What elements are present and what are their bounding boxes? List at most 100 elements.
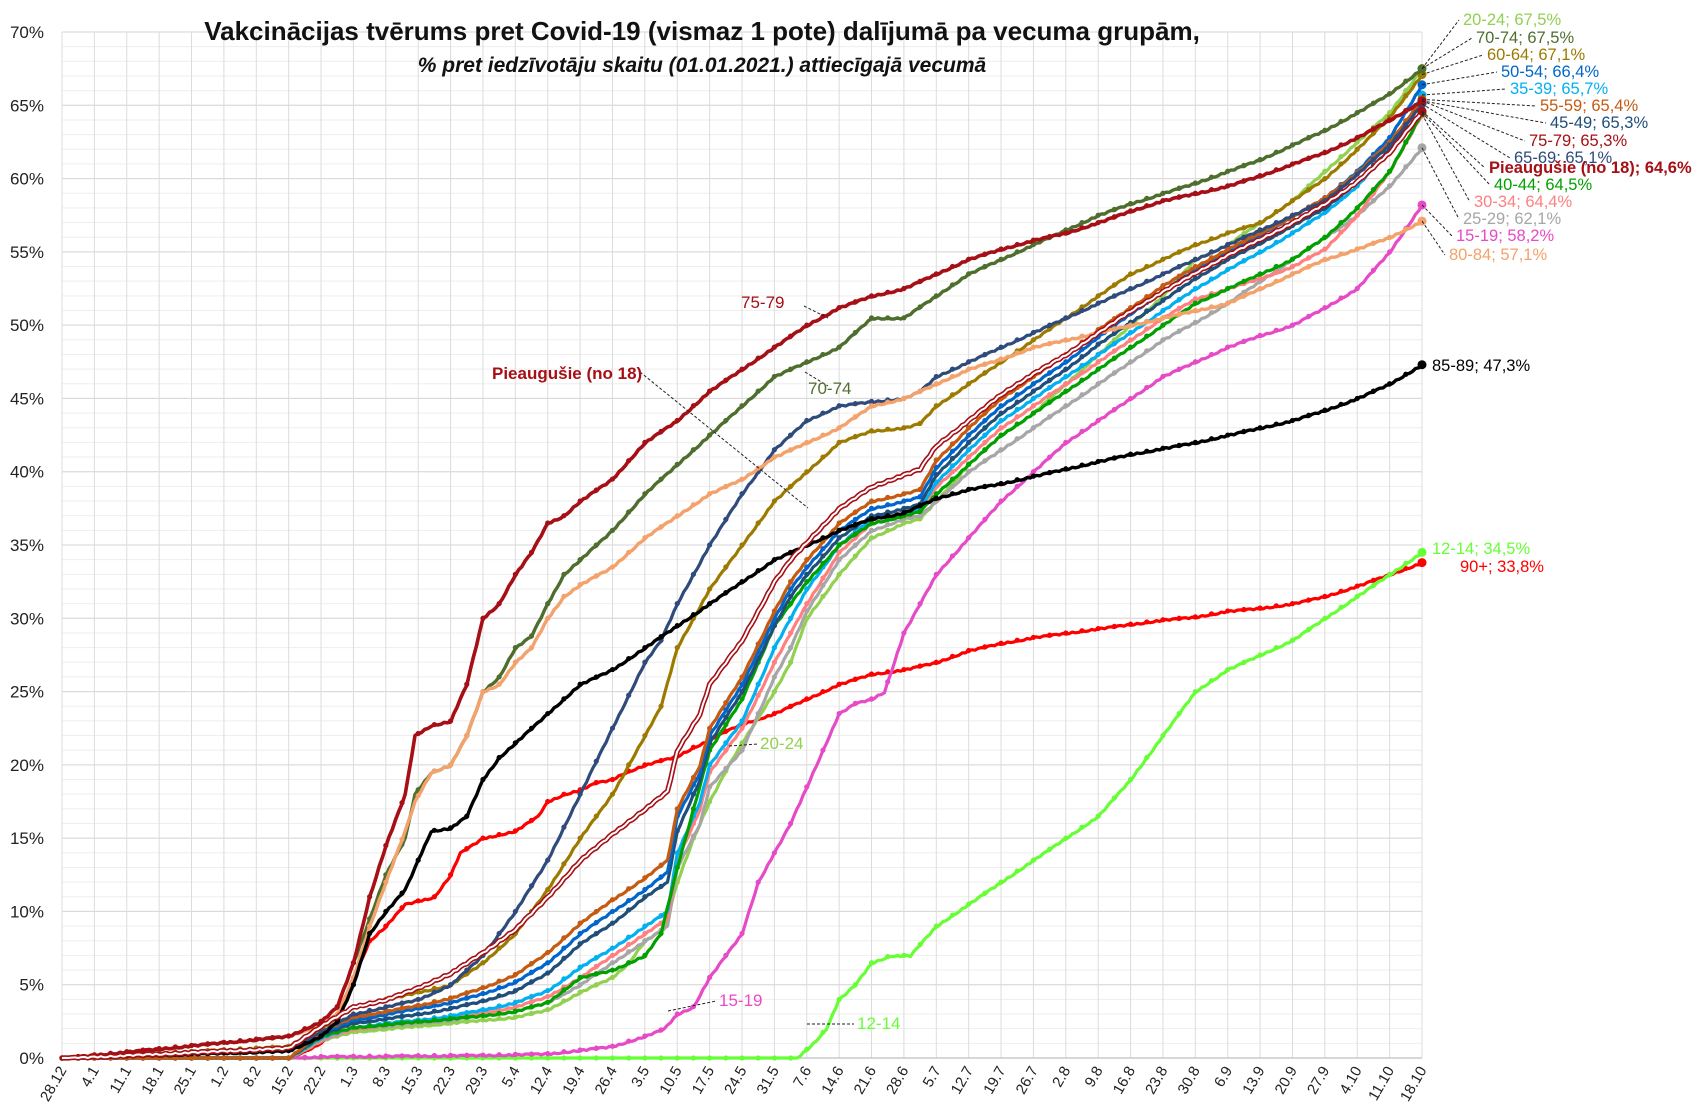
- series-point-65-69: [690, 571, 697, 577]
- series-point-15-19: [901, 630, 907, 636]
- series-point-45-49: [901, 505, 907, 511]
- leader-line-75-79: [1421, 100, 1526, 142]
- series-point-70-74: [982, 263, 988, 270]
- series-point-40-44: [1354, 205, 1360, 211]
- series-point-40-44: [1322, 234, 1328, 240]
- series-point-85-89: [1047, 469, 1053, 476]
- series-point-30-34: [982, 439, 988, 445]
- series-point-25-29: [577, 982, 583, 988]
- y-tick-label: 0%: [19, 1049, 44, 1068]
- series-point-70-74: [739, 403, 745, 409]
- series-point-20-24: [787, 659, 794, 665]
- leader-line-pieaugu-ie-no-18: [1421, 110, 1486, 169]
- series-point-90: [528, 817, 535, 823]
- series-point-60-64: [966, 381, 972, 387]
- series-point-55-59: [868, 498, 875, 504]
- series-point-50-54: [1387, 134, 1393, 141]
- series-point-90: [1322, 593, 1328, 599]
- series-point-75-79: [609, 476, 616, 482]
- series-point-90: [1111, 623, 1117, 629]
- series-point-55-59: [415, 1002, 421, 1008]
- series-point-40-44: [1111, 355, 1117, 361]
- series-point-55-59: [1208, 255, 1215, 261]
- series-point-75-79: [447, 718, 454, 724]
- series-point-40-44: [1241, 278, 1247, 284]
- series-point-35-39: [982, 432, 988, 438]
- series-point-75-79: [642, 439, 648, 445]
- series-point-50-54: [949, 448, 956, 454]
- series-point-15-19: [852, 700, 858, 706]
- series-point-15-19: [1176, 366, 1182, 372]
- series-point-25-29: [1079, 392, 1085, 398]
- inline-leader-pieaugu-ie-no-18: [639, 371, 809, 509]
- series-point-15-19: [350, 1053, 357, 1059]
- series-point-65-69: [723, 516, 729, 522]
- series-point-90: [885, 669, 891, 675]
- series-point-30-34: [723, 747, 729, 753]
- y-tick-label: 60%: [10, 170, 44, 189]
- series-point-15-19: [1144, 384, 1150, 391]
- series-point-30-34: [804, 601, 810, 607]
- leader-line-55-59: [1421, 98, 1537, 107]
- series-point-80-84: [577, 581, 583, 588]
- series-point-60-64: [561, 861, 567, 867]
- series-point-30-34: [787, 630, 794, 636]
- series-point-80-84: [1370, 240, 1377, 246]
- series-point-70-74: [1338, 118, 1344, 125]
- series-point-75-79: [286, 1033, 292, 1039]
- series-point-55-59: [787, 579, 794, 585]
- series-point-75-79: [755, 355, 761, 361]
- series-point-20-24: [512, 1014, 518, 1020]
- series-point-15-19: [885, 679, 891, 685]
- y-tick-label: 40%: [10, 463, 44, 482]
- leader-line-45-49: [1421, 100, 1547, 124]
- series-point-65-69: [949, 366, 956, 372]
- series-point-15-19: [1306, 313, 1312, 319]
- series-point-85-89: [755, 568, 761, 574]
- y-tick-label: 10%: [10, 902, 44, 921]
- y-tick-label: 25%: [10, 683, 44, 702]
- series-point-80-84: [642, 535, 648, 541]
- series-point-80-84: [1047, 340, 1053, 347]
- series-point-65-69: [1014, 337, 1020, 343]
- series-point-25-29: [626, 949, 632, 955]
- series-point-20-24: [545, 1007, 551, 1013]
- series-point-12-14: [1160, 732, 1166, 739]
- series-point-75-79: [901, 285, 907, 292]
- series-point-75-79: [1208, 186, 1215, 193]
- series-point-60-64: [707, 586, 713, 592]
- series-point-12-14: [820, 1029, 826, 1035]
- series-point-90: [949, 653, 956, 659]
- series-point-45-49: [561, 955, 567, 961]
- series-point-70-74: [1176, 185, 1182, 191]
- series-point-55-59: [447, 995, 454, 1001]
- series-point-40-44: [1160, 322, 1166, 328]
- series-point-50-54: [512, 979, 518, 985]
- series-point-12-14: [852, 982, 858, 988]
- series-point-80-84: [593, 573, 599, 579]
- series-point-12-14: [1306, 626, 1312, 632]
- inline-label-75-79: 75-79: [741, 293, 784, 312]
- series-point-35-39: [561, 976, 567, 982]
- series-point-60-64: [949, 392, 956, 398]
- series-point-35-39: [626, 934, 632, 940]
- series-point-12-14: [1095, 813, 1101, 819]
- series-point-15-19: [804, 784, 810, 790]
- series-point-25-29: [1030, 425, 1037, 431]
- series-point-12-14: [674, 1055, 680, 1061]
- series-point-12-14: [868, 960, 875, 966]
- series-point-65-69: [577, 791, 583, 797]
- series-point-50-54: [901, 498, 907, 504]
- series-end-label-60-64: 60-64; 67,1%: [1487, 46, 1585, 64]
- series-point-65-69: [1208, 249, 1215, 255]
- series-point-35-39: [642, 923, 648, 929]
- series-point-75-79: [431, 721, 437, 728]
- series-point-40-44: [723, 721, 729, 728]
- series-point-35-39: [755, 681, 761, 687]
- series-point-70-74: [1387, 90, 1393, 97]
- series-point-65-69: [1273, 219, 1279, 226]
- series-point-50-54: [998, 403, 1004, 409]
- series-point-50-54: [609, 908, 616, 915]
- series-point-45-49: [1030, 388, 1037, 394]
- series-end-label-80-84: 80-84; 57,1%: [1449, 246, 1547, 264]
